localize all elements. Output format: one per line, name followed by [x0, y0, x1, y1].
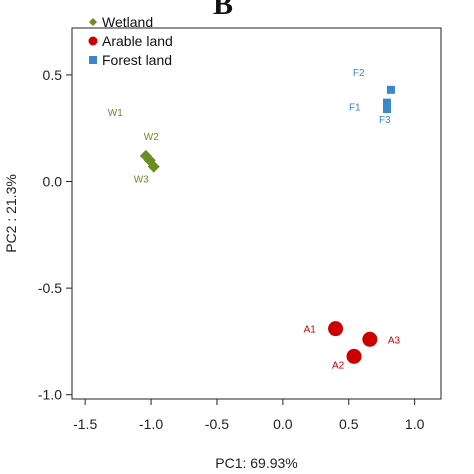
- point-label: W1: [108, 108, 123, 119]
- legend-label: Arable land: [102, 33, 173, 49]
- data-point-square: [382, 105, 391, 114]
- legend-label: Forest land: [102, 52, 172, 68]
- y-tick-label: -1.0: [38, 387, 62, 403]
- point-label: W3: [134, 175, 149, 186]
- point-label: A1: [304, 325, 317, 336]
- x-tick-label: 1.0: [405, 416, 425, 432]
- data-point-square: [89, 56, 97, 64]
- x-tick-label: -0.5: [205, 416, 229, 432]
- x-axis-title: PC1: 69.93%: [215, 455, 298, 471]
- point-label: W2: [144, 132, 159, 143]
- y-tick-label: -0.5: [38, 280, 62, 296]
- data-point-circle: [88, 36, 98, 46]
- legend: Wetland Arable land Forest land: [88, 14, 173, 68]
- data-point-diamond: [89, 18, 97, 26]
- point-label: F3: [379, 115, 391, 126]
- point-label: A3: [388, 335, 401, 346]
- x-tick-label: -1.0: [139, 416, 163, 432]
- point-label: F1: [349, 103, 361, 114]
- series-arable-land: A1 A2 A3: [304, 321, 401, 371]
- data-point-square: [386, 85, 395, 94]
- plot-area: [71, 27, 442, 400]
- series-wetland: W1 W2 W3: [108, 108, 160, 186]
- data-point-circle: [346, 348, 362, 364]
- x-axis: -1.5 -1.0 -0.5 0.0 0.5 1.0: [73, 399, 425, 432]
- series-forest-land: F2 F1 F3: [349, 68, 395, 126]
- y-axis-title: PC2 : 21.3%: [3, 174, 19, 253]
- y-axis: -1.0 -0.5 0.0 0.5: [38, 67, 72, 403]
- x-tick-label: 0.5: [339, 416, 359, 432]
- data-points: W1 W2 W3 A1 A2 A3 F2 F1 F3: [108, 68, 401, 372]
- point-label: F2: [353, 68, 365, 79]
- x-tick-label: -1.5: [73, 416, 97, 432]
- point-label: A2: [332, 360, 345, 371]
- y-tick-label: 0.0: [43, 174, 63, 190]
- panel-letter: B: [213, 0, 233, 21]
- data-point-circle: [328, 321, 344, 337]
- x-tick-label: 0.0: [273, 416, 293, 432]
- data-point-square: [382, 98, 391, 107]
- legend-label: Wetland: [102, 14, 153, 30]
- y-tick-label: 0.5: [43, 67, 63, 83]
- data-point-circle: [362, 331, 378, 347]
- data-point-diamond: [147, 160, 160, 173]
